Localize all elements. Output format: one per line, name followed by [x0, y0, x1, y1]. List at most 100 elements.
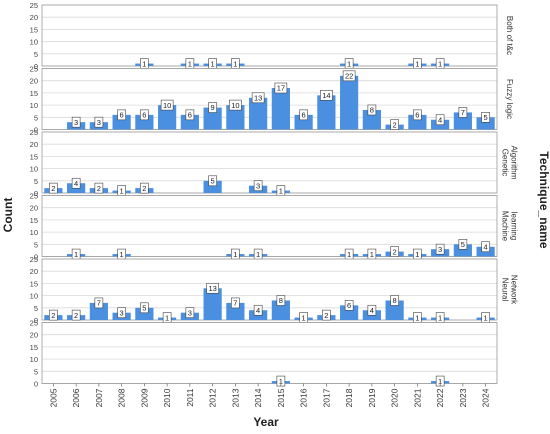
data-label: 1: [302, 313, 306, 322]
bar: [203, 180, 222, 193]
data-label: 22: [345, 72, 353, 81]
data-label-box: [140, 302, 149, 314]
data-label: 1: [370, 250, 374, 259]
data-label: 3: [120, 308, 124, 317]
x-tick-label: 2021: [412, 388, 422, 407]
data-label: 2: [142, 184, 146, 193]
x-tick-label: 2019: [367, 388, 377, 407]
data-label-box: [94, 297, 104, 309]
x-tick-label: 2013: [230, 388, 240, 407]
data-label-box: [231, 297, 240, 309]
data-label: 8: [393, 296, 397, 305]
data-label: 4: [484, 242, 488, 251]
bar: [203, 107, 222, 130]
data-label: 6: [302, 111, 306, 120]
y-tick-label: 15: [30, 216, 38, 225]
x-tick-label: 2012: [208, 388, 218, 407]
bar: [271, 300, 290, 320]
data-label-box: [481, 112, 490, 123]
data-label-box: [253, 304, 263, 316]
data-label-box: [94, 182, 104, 194]
x-tick-label: 2011: [185, 388, 195, 407]
y-tick-label: 10: [30, 355, 38, 364]
data-label-box: [160, 99, 174, 111]
data-label: 10: [163, 101, 171, 110]
data-label: 1: [415, 59, 419, 68]
y-tick-label: 25: [30, 192, 38, 201]
data-label: 2: [51, 311, 55, 320]
bar: [340, 305, 359, 320]
bar: [226, 105, 245, 130]
y-tick-label: 20: [30, 77, 38, 86]
data-label-box: [481, 241, 490, 253]
data-label: 1: [165, 313, 169, 322]
facet-label: Fuzzy logic: [505, 79, 514, 119]
x-tick-label: 2020: [390, 388, 400, 407]
bar: [453, 244, 472, 257]
data-label: 6: [188, 111, 192, 120]
x-tick-label: 2010: [162, 388, 172, 407]
data-label-box: [344, 300, 354, 311]
x-tick-label: 2014: [253, 388, 263, 407]
data-label-box: [49, 309, 58, 321]
data-label-box: [253, 180, 263, 191]
facet-label: Machine: [501, 211, 510, 242]
panel-frame: [41, 258, 498, 321]
data-label-box: [117, 307, 126, 318]
data-label: 13: [254, 93, 262, 102]
data-label: 5: [484, 113, 488, 122]
y-tick-label: 5: [34, 367, 38, 376]
facet-label: Both of t&c: [505, 16, 514, 55]
data-label: 6: [120, 111, 124, 120]
data-label-box: [208, 102, 217, 113]
data-label: 3: [188, 308, 192, 317]
data-label: 5: [211, 177, 215, 186]
bar: [203, 288, 222, 320]
y-tick-label: 20: [30, 13, 38, 22]
data-label-box: [435, 114, 445, 126]
data-label: 2: [324, 311, 328, 320]
data-label: 1: [347, 59, 351, 68]
y-tick-label: 25: [30, 255, 38, 264]
data-label-box: [229, 99, 242, 111]
data-label-box: [185, 307, 195, 318]
y-tick-label: 10: [30, 38, 38, 47]
data-label-box: [367, 104, 377, 116]
data-label: 7: [97, 299, 101, 308]
y-tick-label: 5: [34, 113, 38, 122]
bar: [271, 88, 290, 130]
panel-frame: [41, 195, 498, 257]
panel-frame: [41, 322, 498, 384]
bar: [453, 112, 472, 130]
data-label: 4: [74, 179, 78, 188]
data-label: 1: [188, 59, 192, 68]
data-label: 2: [74, 311, 78, 320]
data-label-box: [276, 295, 286, 306]
bar: [362, 109, 381, 130]
bar: [294, 114, 313, 130]
data-label: 3: [97, 118, 101, 127]
data-label: 6: [347, 301, 351, 310]
data-label: 7: [461, 108, 465, 117]
data-label: 2: [393, 120, 397, 129]
data-label-box: [71, 177, 81, 189]
data-label-box: [71, 309, 81, 321]
data-label: 1: [279, 377, 283, 386]
data-label-box: [322, 309, 331, 321]
data-label: 1: [484, 313, 488, 322]
data-label-box: [208, 175, 217, 187]
data-label: 1: [415, 250, 419, 259]
x-axis-label: Year: [253, 415, 279, 429]
x-tick-label: 2018: [344, 388, 354, 407]
bar: [408, 114, 427, 130]
data-label: 3: [74, 118, 78, 127]
data-label-box: [94, 116, 104, 128]
x-tick-label: 2023: [458, 388, 468, 407]
y-tick-label: 5: [34, 240, 38, 249]
x-tick-label: 2016: [299, 388, 309, 407]
bar: [135, 114, 154, 130]
bar: [340, 75, 359, 130]
data-label-box: [342, 70, 356, 82]
data-label: 1: [415, 313, 419, 322]
